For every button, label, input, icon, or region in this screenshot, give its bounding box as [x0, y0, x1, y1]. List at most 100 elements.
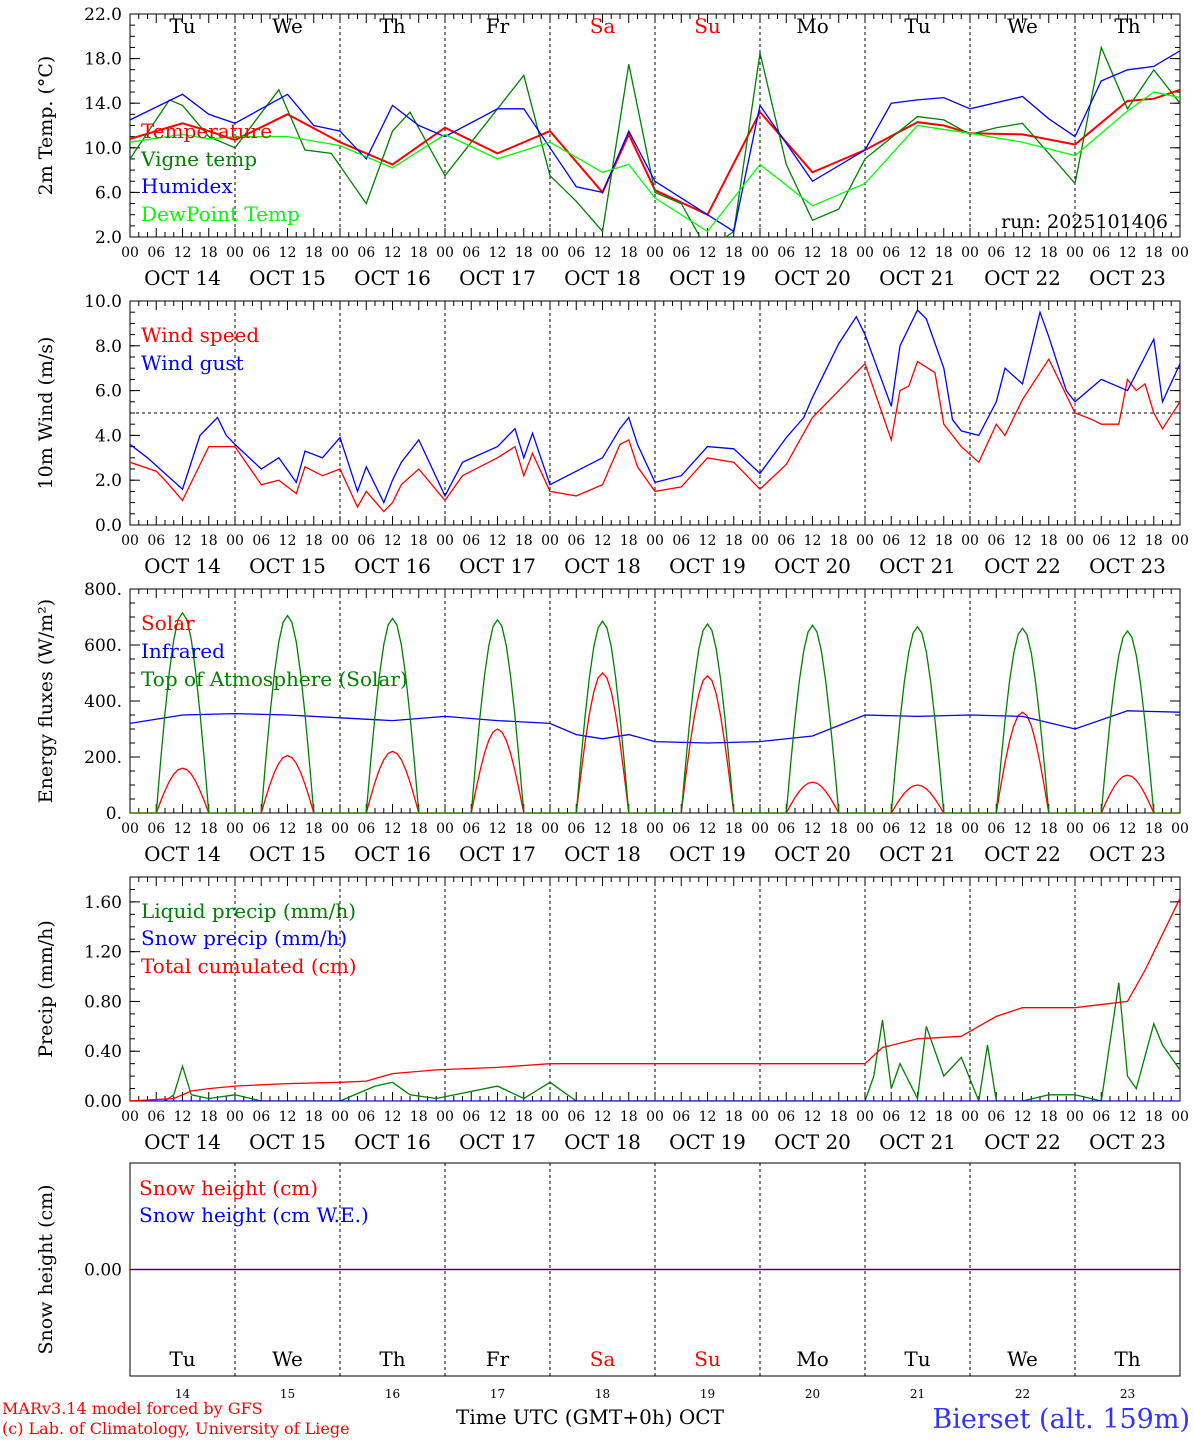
- day-name-label: Fr: [486, 14, 510, 38]
- hour-label: 00: [856, 245, 874, 261]
- day-name-label: Su: [694, 1347, 721, 1371]
- legend-snow-height-cm-w-e: Snow height (cm W.E.): [139, 1203, 369, 1227]
- top-of-atmosphere-solar-line: [130, 611, 1180, 813]
- y-tick-label: 0.40: [84, 1042, 122, 1062]
- day-name-label: We: [272, 1347, 303, 1371]
- hour-label: 18: [515, 533, 533, 549]
- hour-label: 18: [305, 245, 323, 261]
- date-label: OCT 19: [669, 1130, 746, 1154]
- hour-label: 06: [1092, 821, 1110, 837]
- day-name-label: Mo: [796, 1347, 829, 1371]
- hour-label: 18: [305, 533, 323, 549]
- day-number-label: 16: [385, 1387, 400, 1401]
- legend-snow-height-cm: Snow height (cm): [139, 1176, 318, 1200]
- y-tick-label: 8.0: [95, 337, 122, 357]
- hour-label: 06: [357, 245, 375, 261]
- panel-5: 0.00 Snow height (cm) Snow height (cm) Snow…: [35, 1162, 1181, 1401]
- hour-label: 18: [830, 821, 848, 837]
- legend-top-of-atmosphere-solar: Top of Atmosphere (Solar): [141, 667, 408, 691]
- date-label: OCT 23: [1089, 266, 1166, 290]
- hour-label: 06: [357, 1109, 375, 1125]
- day-name-label: We: [272, 14, 303, 38]
- date-label: OCT 14: [144, 554, 221, 578]
- hour-label: 12: [594, 245, 612, 261]
- legend-humidex: Humidex: [141, 174, 233, 198]
- hour-label: 12: [174, 821, 192, 837]
- date-label: OCT 22: [984, 266, 1061, 290]
- hour-label: 12: [384, 245, 402, 261]
- hour-label: 06: [462, 533, 480, 549]
- hour-label: 00: [751, 533, 769, 549]
- y-tick-label: 6.0: [95, 183, 122, 203]
- date-label: OCT 20: [774, 266, 851, 290]
- y-tick-label: 0.0: [95, 516, 122, 536]
- day-name-label: Tu: [169, 1347, 195, 1371]
- hour-label: 18: [1145, 821, 1163, 837]
- day-number-label: 22: [1015, 1387, 1030, 1401]
- hour-label: 12: [279, 1109, 297, 1125]
- hour-label: 00: [436, 1109, 454, 1125]
- legend-wind-speed: Wind speed: [141, 323, 259, 347]
- date-label: OCT 17: [459, 842, 536, 866]
- hour-label: 18: [410, 245, 428, 261]
- hour-label: 18: [200, 1109, 218, 1125]
- hour-label: 00: [646, 533, 664, 549]
- date-label: OCT 16: [354, 554, 431, 578]
- hour-label: 00: [1066, 533, 1084, 549]
- hour-label: 00: [961, 245, 979, 261]
- y-tick-label: 2.0: [95, 471, 122, 491]
- hour-label: 12: [174, 1109, 192, 1125]
- hour-label: 12: [384, 821, 402, 837]
- hour-label: 18: [200, 245, 218, 261]
- hour-label: 00: [1171, 821, 1189, 837]
- hour-label: 00: [121, 533, 139, 549]
- legend-total-cumulated-cm: Total cumulated (cm): [141, 954, 357, 978]
- date-label: OCT 18: [564, 554, 641, 578]
- station-label: Bierset (alt. 159m): [932, 1404, 1190, 1435]
- hour-label: 12: [1119, 533, 1137, 549]
- hour-label: 00: [226, 533, 244, 549]
- day-number-label: 14: [175, 1387, 191, 1401]
- hour-label: 18: [725, 245, 743, 261]
- y-tick-label: 0.00: [84, 1261, 122, 1281]
- day-name-label: Th: [379, 14, 405, 38]
- legend-wind-gust: Wind gust: [141, 351, 244, 375]
- hour-label: 12: [1119, 1109, 1137, 1125]
- hour-label: 06: [147, 533, 165, 549]
- day-name-label: Tu: [169, 14, 195, 38]
- hour-label: 06: [462, 821, 480, 837]
- hour-label: 18: [1145, 533, 1163, 549]
- hour-label: 00: [1171, 1109, 1189, 1125]
- hour-label: 06: [567, 245, 585, 261]
- hour-label: 06: [987, 533, 1005, 549]
- hour-label: 18: [1040, 245, 1058, 261]
- date-label: OCT 19: [669, 266, 746, 290]
- y-tick-label: 6.0: [95, 382, 122, 402]
- hour-label: 06: [672, 821, 690, 837]
- hour-label: 06: [1092, 533, 1110, 549]
- hour-label: 18: [620, 1109, 638, 1125]
- day-name-label: Th: [379, 1347, 405, 1371]
- y-axis-label: 2m Temp. (°C): [35, 56, 57, 196]
- day-name-label: Mo: [796, 14, 829, 38]
- y-axis-label: Energy fluxes (W/m²): [35, 599, 57, 803]
- hour-label: 12: [909, 1109, 927, 1125]
- hour-label: 06: [147, 245, 165, 261]
- hour-label: 06: [1092, 1109, 1110, 1125]
- date-label: OCT 15: [249, 554, 326, 578]
- panel-1: 2.0 6.0 10.0 14.0 18.0 22.0 2m Temp. (°C) Tempe…: [35, 5, 1189, 290]
- hour-label: 00: [436, 821, 454, 837]
- y-tick-label: 14.0: [84, 94, 122, 114]
- hour-label: 12: [1014, 533, 1032, 549]
- dewpoint-temp-line: [130, 91, 1180, 233]
- date-label: OCT 20: [774, 1130, 851, 1154]
- date-label: OCT 23: [1089, 842, 1166, 866]
- day-name-label: We: [1007, 14, 1038, 38]
- date-label: OCT 15: [249, 1130, 326, 1154]
- hour-label: 06: [777, 1109, 795, 1125]
- date-label: OCT 22: [984, 842, 1061, 866]
- hour-label: 06: [147, 1109, 165, 1125]
- date-label: OCT 22: [984, 1130, 1061, 1154]
- credit-line-1: MARv3.14 model forced by GFS: [2, 1399, 263, 1418]
